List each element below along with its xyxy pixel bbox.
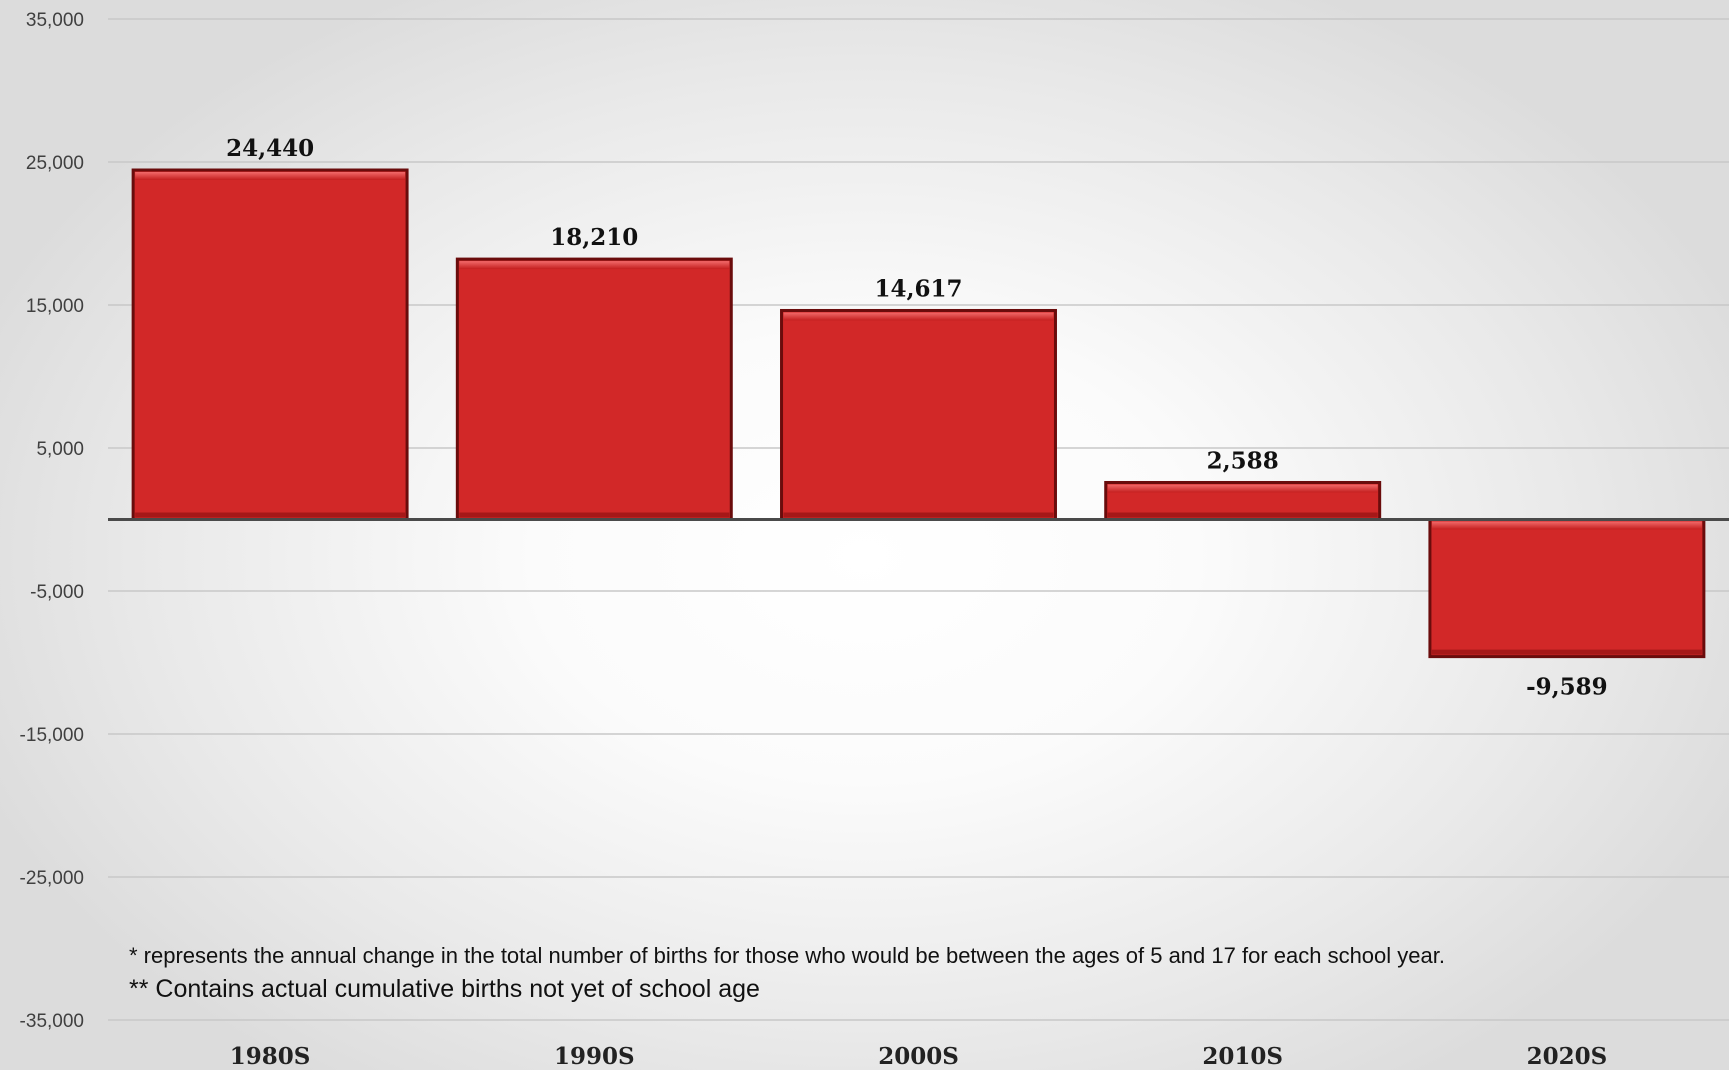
bar — [1104, 480, 1382, 522]
data-label: 18,210 — [550, 224, 638, 251]
category-label: 1990S — [554, 1043, 635, 1070]
bar — [1428, 518, 1706, 659]
y-tick-label: -35,000 — [20, 1011, 84, 1032]
bar — [455, 257, 733, 521]
footnote-1: * represents the annual change in the to… — [129, 943, 1445, 968]
bar-body — [780, 308, 1057, 521]
bar-shadow — [135, 512, 406, 518]
footnote-2: ** Contains actual cumulative births not… — [129, 975, 760, 1003]
y-tick-label: 25,000 — [26, 153, 84, 174]
data-labels: 24,440 18,210 14,617 2,588 -9,589 — [226, 135, 1608, 701]
x-axis-category-labels: 1980S 1990S 2000S 2010S 2020S — [230, 1043, 1607, 1070]
category-label: 2000S — [878, 1043, 959, 1070]
y-tick-label: 35,000 — [26, 10, 84, 31]
y-tick-label: 15,000 — [26, 296, 84, 317]
bar-shadow — [459, 512, 730, 518]
bar-body — [455, 257, 733, 521]
category-label: 2020S — [1527, 1043, 1608, 1070]
bar-body — [1428, 518, 1706, 659]
y-axis-tick-labels: 35,000 25,000 15,000 5,000 -5,000 -15,000 -25,… — [20, 10, 84, 1032]
data-label: -9,589 — [1526, 674, 1608, 701]
data-label: 24,440 — [226, 135, 314, 162]
y-tick-label: -5,000 — [30, 582, 84, 603]
category-label: 2010S — [1202, 1043, 1283, 1070]
bar-shadow — [783, 512, 1054, 518]
bar-shadow — [1107, 512, 1378, 518]
y-tick-label: -15,000 — [20, 725, 84, 746]
y-tick-label: -25,000 — [20, 868, 84, 889]
bar-bevel — [459, 261, 730, 270]
y-tick-label: 5,000 — [36, 439, 84, 460]
bar — [780, 308, 1057, 521]
bar-bevel — [135, 172, 406, 181]
bar-shadow — [1431, 649, 1702, 655]
bars — [131, 168, 1706, 659]
data-label: 14,617 — [874, 275, 962, 302]
category-label: 1980S — [230, 1043, 311, 1070]
bar-bevel — [1107, 484, 1378, 493]
bar-bevel — [1431, 521, 1702, 530]
data-label: 2,588 — [1207, 447, 1279, 474]
bar-bevel — [783, 312, 1054, 321]
bar — [131, 168, 409, 521]
bar-body — [131, 168, 409, 521]
